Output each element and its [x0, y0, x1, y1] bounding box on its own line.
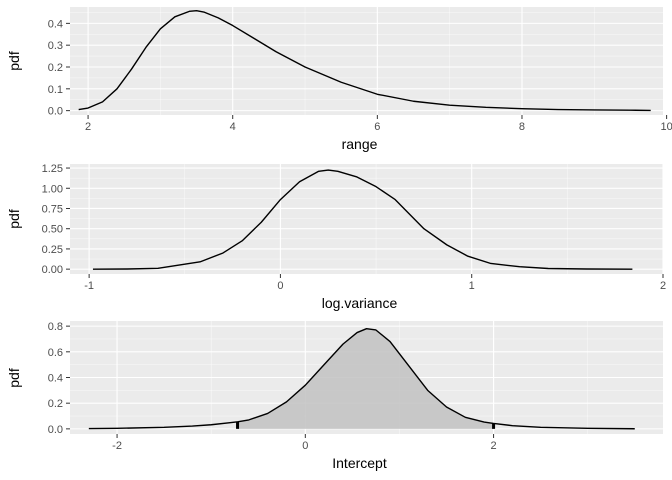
- x-tick-label: 0: [277, 280, 283, 292]
- y-tick-label: 0.0: [48, 106, 63, 118]
- x-tick-label: 4: [230, 121, 236, 133]
- x-axis-title: log.variance: [322, 295, 398, 311]
- x-tick-label: 2: [660, 280, 666, 292]
- density-curve: [92, 169, 633, 270]
- y-tick-label: 0.8: [48, 321, 63, 333]
- y-tick-label: 0.0: [48, 424, 63, 436]
- y-axis-title: pdf: [6, 51, 22, 71]
- y-tick-label: 0.3: [48, 40, 63, 52]
- y-tick-label: 0.50: [42, 224, 63, 236]
- density-panel-2: -1 0 1 2 0.00 0.25 0.50 0.75 1.00 1.25 log.varianc…: [6, 163, 666, 311]
- density-curve: [88, 328, 635, 430]
- y-tick-label: 0.4: [48, 373, 63, 385]
- x-tick-label: 6: [374, 121, 380, 133]
- y-tick-label: 0.6: [48, 347, 63, 359]
- panel-background: [70, 7, 663, 115]
- x-axis-title: Intercept: [332, 455, 387, 471]
- y-tick-label: 0.2: [48, 398, 63, 410]
- x-tick-label: -2: [112, 440, 122, 452]
- y-axis-title: pdf: [6, 209, 22, 229]
- y-tick-label: 0.75: [42, 203, 63, 215]
- y-tick-label: 1.00: [42, 183, 63, 195]
- x-tick-label: 10: [660, 121, 672, 133]
- y-tick-label: 0.25: [42, 244, 63, 256]
- density-panel-1: 2 4 6 8 10 0.0 0.1 0.2 0.3 0.4 range pdf: [6, 7, 672, 152]
- panel-background: [70, 164, 663, 274]
- y-tick-label: 0.2: [48, 62, 63, 74]
- x-axis-title: range: [342, 136, 378, 152]
- y-tick-label: 0.4: [48, 18, 63, 30]
- credible-interval-area: [237, 328, 494, 429]
- y-tick-label: 1.25: [42, 163, 63, 175]
- y-axis-title: pdf: [6, 368, 22, 388]
- x-tick-label: 0: [302, 440, 308, 452]
- x-tick-label: 8: [519, 121, 525, 133]
- x-tick-label: 1: [469, 280, 475, 292]
- density-panel-3: -2 0 2 0.0 0.2 0.4 0.6 0.8 Intercept pdf: [6, 321, 663, 471]
- x-tick-label: 2: [85, 121, 91, 133]
- x-tick-label: -1: [84, 280, 94, 292]
- y-tick-label: 0.1: [48, 84, 63, 96]
- y-tick-label: 0.00: [42, 264, 63, 276]
- x-tick-label: 2: [491, 440, 497, 452]
- density-curve: [78, 10, 651, 112]
